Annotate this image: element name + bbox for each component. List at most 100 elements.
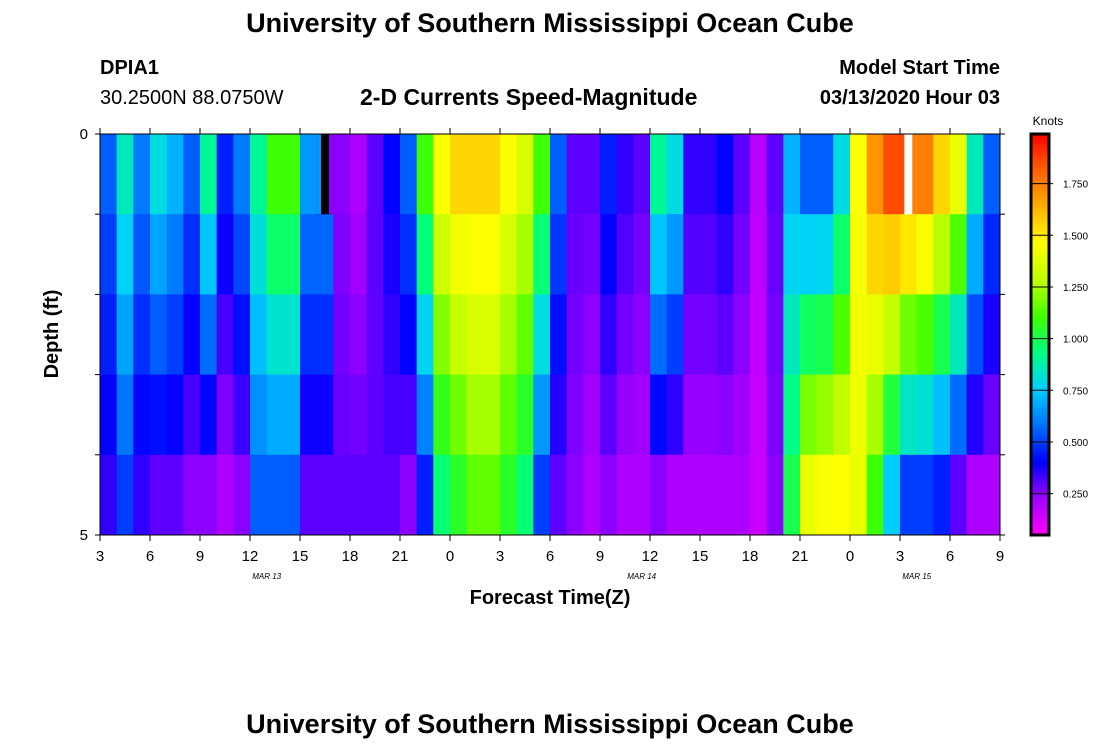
colorbar-swatch [1031,324,1049,329]
heatmap-cell [450,294,468,376]
colorbar-swatch [1031,401,1049,406]
station-coords: 30.2500N 88.0750W [100,87,284,109]
heatmap-cell [300,214,318,295]
heatmap-cell [650,294,668,376]
heatmap-cell [383,214,401,295]
heatmap-cell [416,214,434,295]
colorbar-swatch [1031,357,1049,362]
heatmap-cell [950,454,968,536]
colorbar-swatch [1031,444,1049,449]
colorbar-swatch [1031,134,1049,138]
colorbar-swatch [1031,511,1049,516]
colorbar-swatch [1031,254,1049,259]
colorbar-swatch [1031,367,1049,372]
heatmap-cell [150,134,168,215]
colorbar-swatch [1031,224,1049,229]
heatmap-cell [616,294,634,376]
heatmap-cell [566,214,584,295]
colorbar-swatch [1031,237,1049,242]
x-tick-label: 12 [242,548,259,565]
colorbar-tick-label: 1.500 [1063,231,1088,242]
heatmap-cell [900,214,918,295]
heatmap-cell [900,454,918,536]
colorbar: 0.250 0.500 0.750 1.000 1.250 1.500 1.750 [1029,132,1088,537]
heatmap-cell [912,134,917,215]
heatmap-cell [833,454,851,536]
heatmap-cell [450,374,468,456]
heatmap-cell [400,454,418,536]
colorbar-swatch [1031,284,1049,289]
heatmap-cell [516,214,534,295]
date-label: MAR 13 [252,572,281,581]
heatmap-cell [183,294,201,376]
heatmap-cell [950,374,968,456]
heatmap-cell [983,134,1001,215]
heatmap-cell [316,374,334,456]
heatmap-cell [916,214,934,295]
heatmap-cell [166,294,184,376]
colorbar-swatch [1031,321,1049,326]
heatmap-cell [766,134,784,215]
heatmap-cell [616,214,634,295]
heatmap-cell [550,454,568,536]
footer-title: University of Southern Mississippi Ocean… [246,709,854,739]
heatmap-cell [866,374,884,456]
colorbar-swatch [1031,294,1049,299]
heatmap-cell [800,454,818,536]
heatmap-cell [516,134,534,215]
heatmap-cell [283,134,301,215]
heatmap-cell [533,374,551,456]
heatmap-cell [766,214,784,295]
heatmap-cell [633,454,651,536]
heatmap-cell [950,294,968,376]
heatmap-cell [216,454,234,536]
colorbar-swatch [1031,244,1049,249]
colorbar-swatch [1031,478,1049,483]
heatmap-cell [783,454,801,536]
colorbar-swatch [1031,404,1049,409]
heatmap-cell [350,454,368,536]
heatmap-cell [633,374,651,456]
colorbar-swatch [1031,521,1049,526]
heatmap-cell [333,214,351,295]
heatmap-cell [650,374,668,456]
heatmap-cell [750,454,768,536]
colorbar-swatch [1031,414,1049,419]
heatmap-cell [466,134,484,215]
heatmap-cell [566,454,584,536]
heatmap-cell [666,294,684,376]
heatmap-cell [983,374,1001,456]
colorbar-swatch [1031,454,1049,459]
heatmap-cells [100,134,1001,536]
colorbar-swatch [1031,164,1049,169]
colorbar-swatch [1031,311,1049,316]
heatmap-cell [416,454,434,536]
colorbar-swatch [1031,354,1049,359]
heatmap-cell [233,294,251,376]
heatmap-cell [383,454,401,536]
heatmap-cell [316,214,334,295]
heatmap-cell [566,134,584,215]
heatmap-cell [850,454,868,536]
heatmap-cell [116,294,134,376]
colorbar-swatch [1031,428,1049,433]
heatmap-cell [216,214,234,295]
heatmap-cell [533,214,551,295]
heatmap-cell [333,134,351,215]
colorbar-tick-label: 1.250 [1063,283,1088,294]
heatmap-cell [583,214,601,295]
heatmap-cell [850,134,868,215]
heatmap-cell [966,374,984,456]
heatmap-cell [350,294,368,376]
colorbar-swatch [1031,508,1049,513]
heatmap-cell [800,214,818,295]
heatmap-cell [583,294,601,376]
colorbar-swatch [1031,317,1049,322]
heatmap-cell [916,374,934,456]
colorbar-swatch [1031,217,1049,222]
heatmap-cell [266,454,284,536]
heatmap-cell [550,214,568,295]
heatmap-cell [183,374,201,456]
colorbar-swatch [1031,474,1049,479]
date-label: MAR 14 [627,572,656,581]
